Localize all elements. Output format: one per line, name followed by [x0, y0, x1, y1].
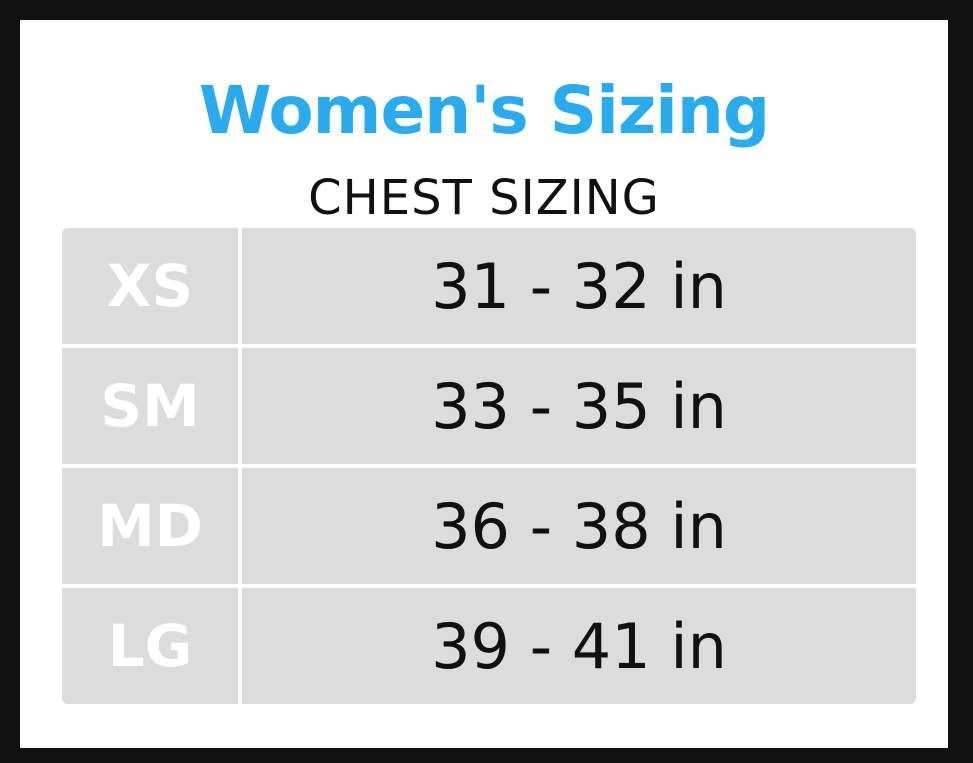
size-cell: MD	[62, 468, 238, 584]
table-row: SM 33 - 35 in	[62, 348, 916, 464]
size-cell: SM	[62, 348, 238, 464]
range-cell: 39 - 41 in	[242, 588, 916, 704]
table-row: LG 39 - 41 in	[62, 588, 916, 704]
size-card: Women's Sizing CHEST SIZING XS 31 - 32 in…	[20, 20, 948, 748]
title: Women's Sizing	[198, 72, 770, 149]
table-row: XS 31 - 32 in	[62, 228, 916, 344]
subtitle: CHEST SIZING	[308, 170, 660, 226]
size-table: XS 31 - 32 in SM 33 - 35 in MD 36 - 38 in LG 39…	[62, 228, 916, 704]
range-cell: 36 - 38 in	[242, 468, 916, 584]
range-cell: 31 - 32 in	[242, 228, 916, 344]
table-row: MD 36 - 38 in	[62, 468, 916, 584]
size-cell: XS	[62, 228, 238, 344]
size-cell: LG	[62, 588, 238, 704]
range-cell: 33 - 35 in	[242, 348, 916, 464]
